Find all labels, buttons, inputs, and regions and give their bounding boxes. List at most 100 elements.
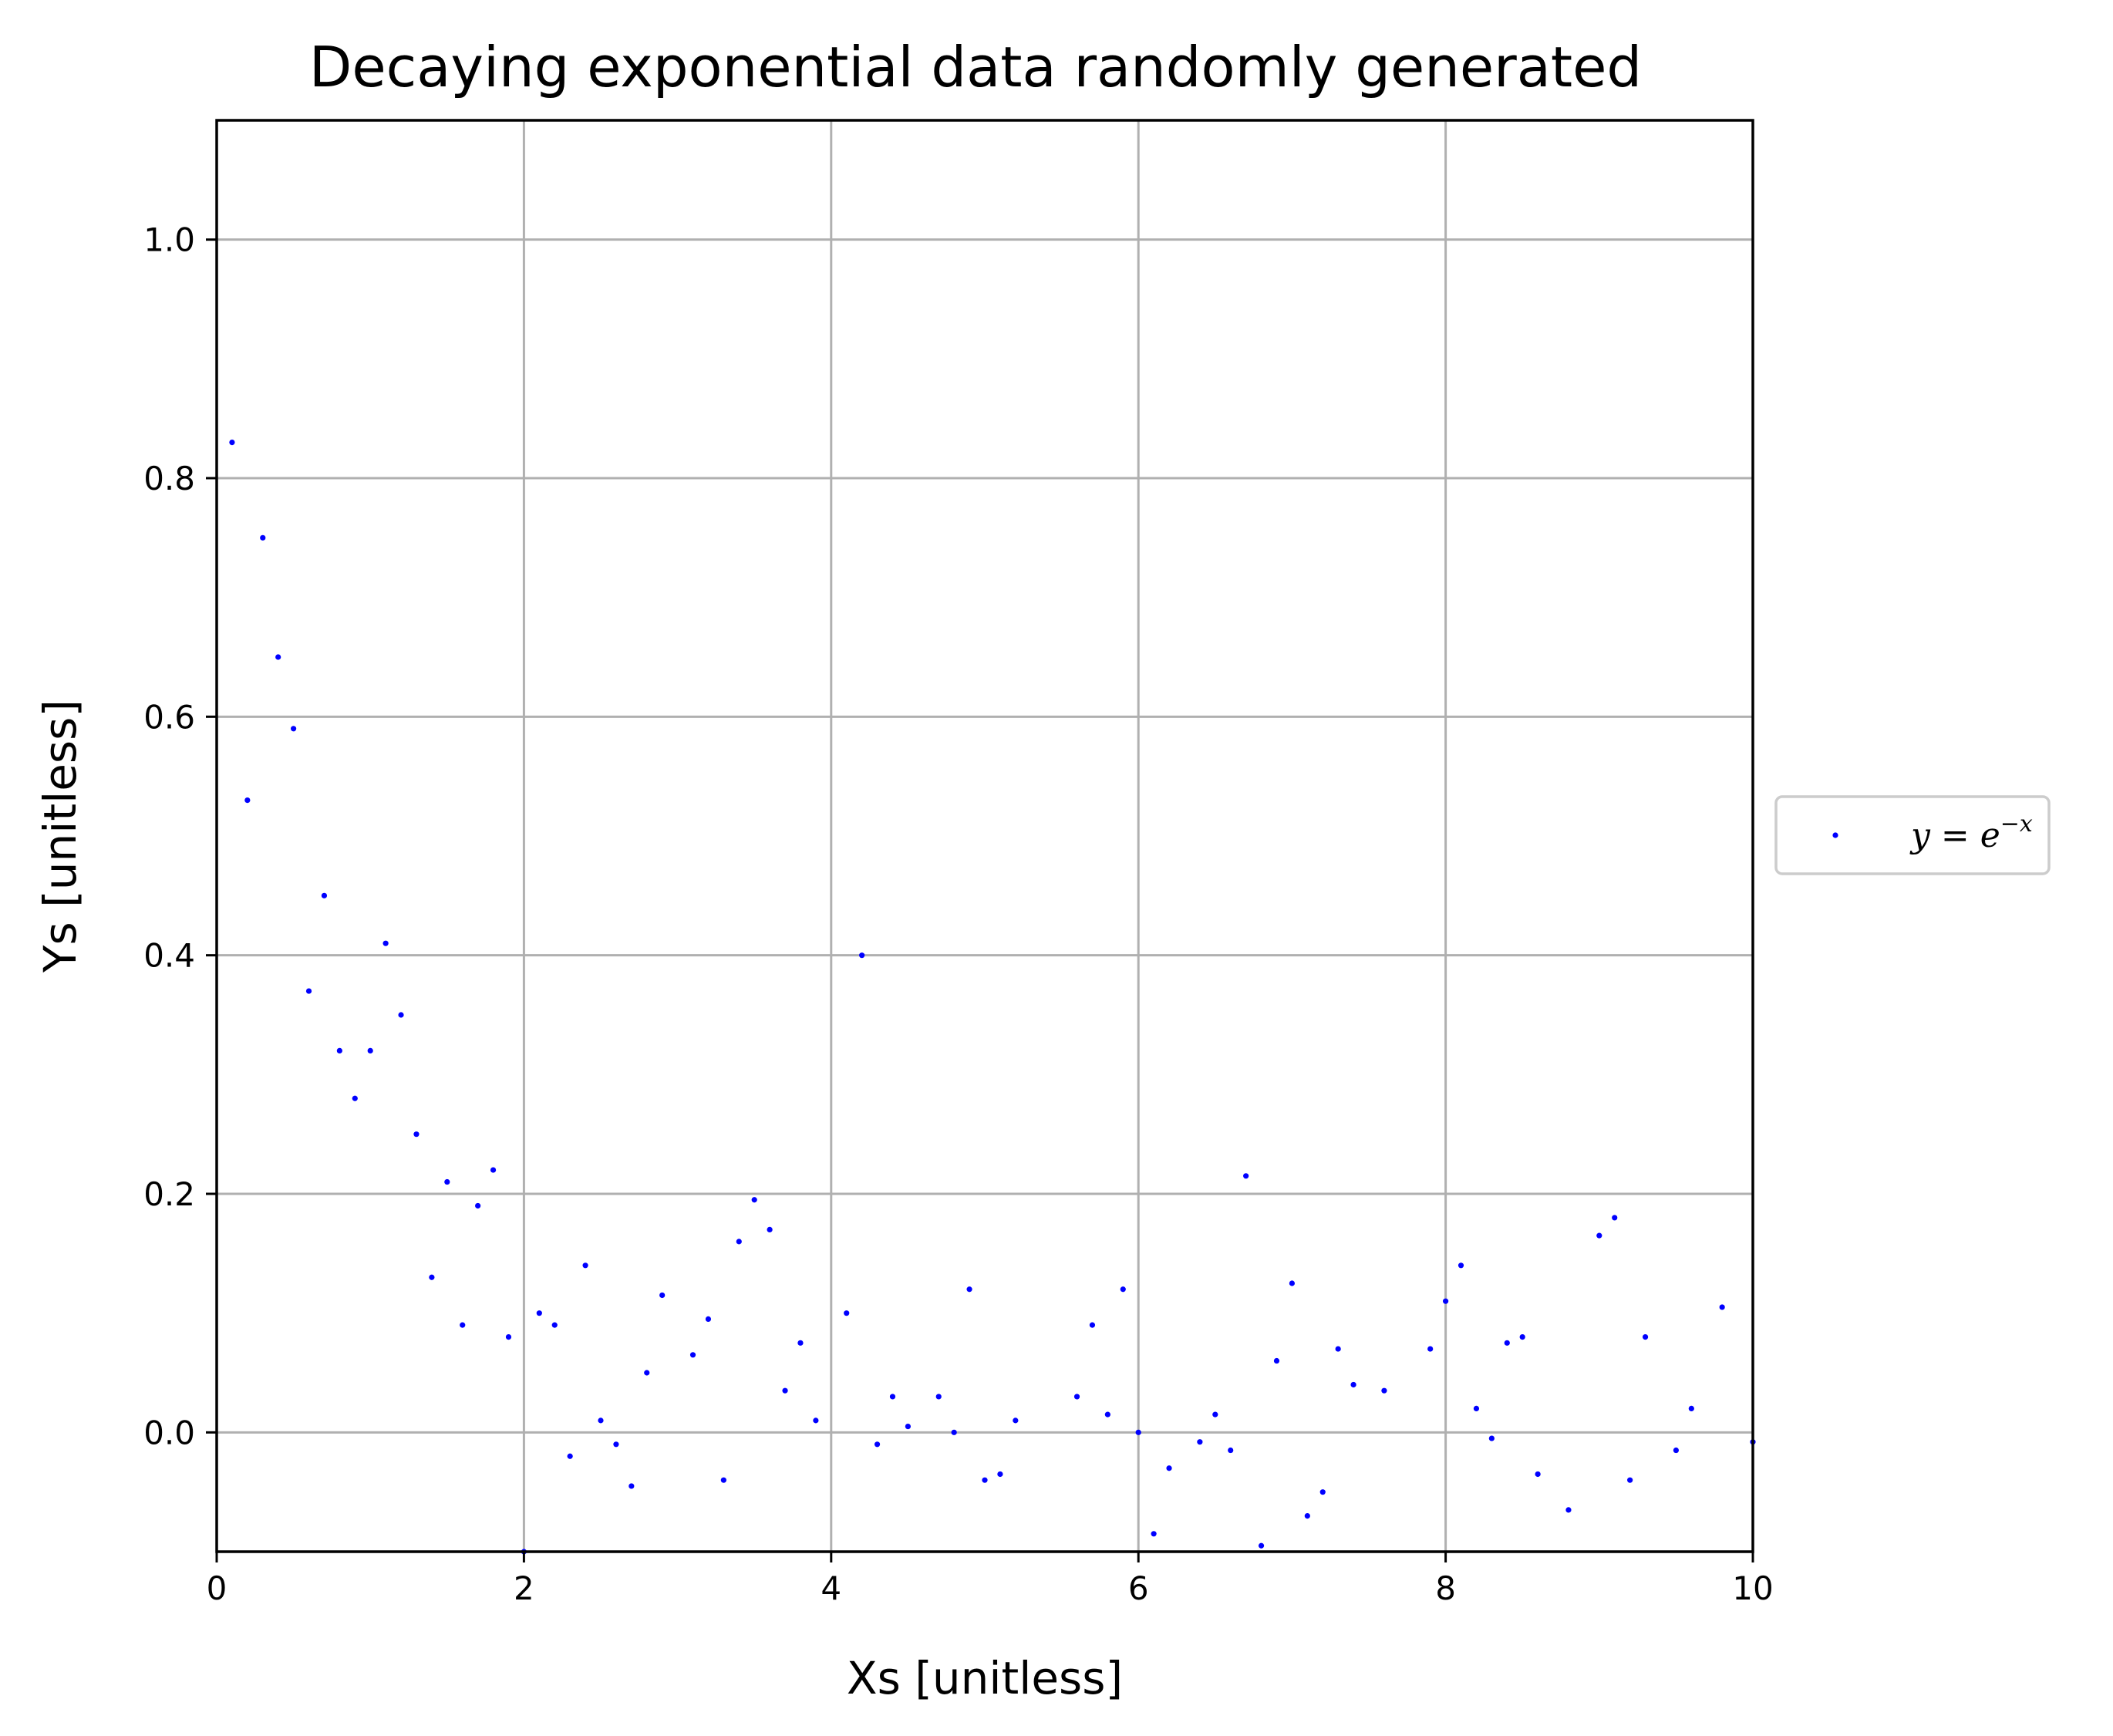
data-point	[1642, 1334, 1649, 1340]
data-point	[1243, 1173, 1249, 1179]
data-point	[1335, 1346, 1341, 1352]
data-point	[1104, 1411, 1110, 1417]
data-point	[720, 1477, 726, 1483]
data-point	[1488, 1435, 1495, 1441]
data-point	[859, 952, 865, 959]
data-point	[598, 1417, 604, 1424]
data-point	[244, 797, 251, 804]
x-tick-label: 8	[1435, 1569, 1456, 1607]
data-point	[1151, 1531, 1157, 1537]
data-point	[1565, 1507, 1572, 1513]
data-point	[736, 1239, 742, 1245]
data-point	[1443, 1298, 1449, 1304]
data-point	[1228, 1447, 1234, 1454]
data-point	[935, 1394, 942, 1400]
data-point	[1627, 1477, 1633, 1483]
axis-ticks: 0 2 4 6 8 10 0.0 0.2 0.4 0.6 0.8 1.0	[143, 221, 1774, 1607]
data-point	[260, 534, 266, 541]
data-point	[889, 1394, 896, 1400]
data-point	[1013, 1417, 1019, 1424]
data-point	[1073, 1394, 1080, 1400]
x-tick-label: 4	[821, 1569, 841, 1607]
data-point	[1304, 1513, 1310, 1519]
legend-marker	[1832, 832, 1838, 838]
legend-box	[1774, 795, 2051, 875]
data-point	[582, 1262, 588, 1269]
data-point	[705, 1316, 712, 1322]
data-point	[413, 1131, 420, 1138]
data-point	[305, 988, 312, 994]
data-point	[1596, 1232, 1602, 1239]
data-point	[782, 1387, 788, 1394]
data-point	[444, 1178, 450, 1185]
data-point	[229, 440, 235, 446]
data-point	[1473, 1405, 1480, 1411]
data-point	[536, 1310, 542, 1316]
data-point	[689, 1352, 696, 1358]
data-point	[751, 1197, 757, 1203]
x-tick-label: 2	[514, 1569, 534, 1607]
data-point	[567, 1453, 573, 1459]
data-point	[659, 1292, 666, 1299]
data-point	[505, 1334, 512, 1340]
data-point	[874, 1441, 881, 1448]
data-point	[275, 654, 281, 660]
data-point	[1212, 1411, 1218, 1417]
y-tick-label: 1.0	[143, 221, 195, 259]
data-point	[475, 1202, 481, 1209]
y-tick-label: 0.4	[143, 937, 195, 975]
x-tick-label: 10	[1732, 1569, 1773, 1607]
data-point	[1719, 1304, 1725, 1310]
data-points	[229, 440, 1756, 1555]
data-point	[1258, 1542, 1265, 1549]
data-point	[336, 1047, 342, 1053]
plot-frame	[215, 119, 1754, 1553]
data-point	[1319, 1489, 1326, 1495]
x-tick-label: 6	[1128, 1569, 1149, 1607]
data-point	[1381, 1387, 1387, 1394]
data-point	[367, 1047, 373, 1053]
data-point	[1197, 1439, 1203, 1445]
legend: y = e−x	[1774, 795, 2051, 875]
data-point	[398, 1012, 404, 1018]
y-tick-label: 0.8	[143, 460, 195, 497]
y-tick-label: 0.6	[143, 698, 195, 736]
data-point	[291, 726, 297, 732]
data-point	[1166, 1465, 1172, 1471]
data-point	[1612, 1215, 1618, 1221]
data-point	[844, 1310, 850, 1316]
data-point	[1458, 1262, 1464, 1269]
y-tick-label: 0.0	[143, 1414, 195, 1451]
data-point	[767, 1226, 773, 1232]
data-point	[797, 1340, 804, 1346]
data-point	[1289, 1280, 1295, 1286]
data-point	[1688, 1405, 1694, 1411]
legend-label-base: y = e	[1909, 816, 2000, 855]
legend-label: y = e−x	[1909, 811, 2033, 855]
data-point	[551, 1322, 558, 1328]
data-point	[644, 1370, 650, 1376]
grid-lines	[215, 120, 1754, 1552]
data-point	[460, 1322, 466, 1328]
data-point	[1673, 1447, 1679, 1454]
chart-title: Decaying exponential data randomly gener…	[309, 35, 1642, 99]
data-point	[813, 1417, 819, 1424]
data-point	[1427, 1346, 1434, 1352]
legend-label-superscript: −x	[2000, 811, 2033, 838]
data-point	[1519, 1334, 1525, 1340]
y-tick-label: 0.2	[143, 1175, 195, 1213]
data-point	[905, 1424, 911, 1430]
data-point	[429, 1274, 435, 1280]
data-point	[1135, 1429, 1141, 1435]
data-point	[321, 892, 328, 898]
data-point	[352, 1095, 358, 1101]
data-point	[951, 1429, 957, 1435]
data-point	[613, 1441, 619, 1448]
data-point	[982, 1477, 988, 1483]
data-point	[1089, 1322, 1096, 1328]
data-point	[1535, 1471, 1541, 1478]
x-axis-label: Xs [unitless]	[847, 1652, 1123, 1704]
data-point	[629, 1483, 635, 1489]
